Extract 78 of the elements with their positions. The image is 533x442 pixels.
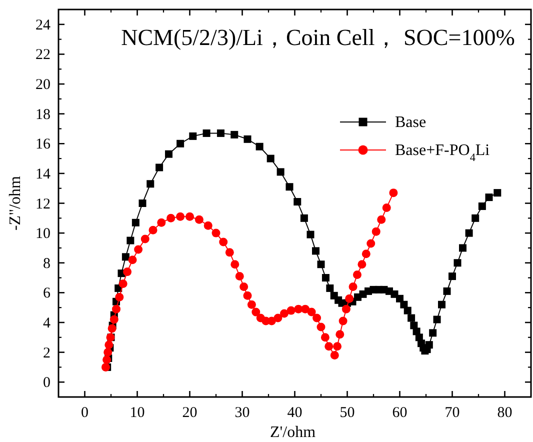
y-tick-label: 22 [36,47,50,64]
point [240,282,248,291]
point [274,314,282,322]
point [247,300,256,309]
point [336,330,344,339]
point [104,348,112,357]
point [252,308,260,316]
point [338,316,348,326]
y-tick-label: 18 [36,106,50,123]
point [362,250,370,258]
point [134,245,143,254]
point [123,268,132,276]
legend-label: Base+F-PO$_{4}$Li [395,142,490,164]
x-tick-label: 40 [287,405,302,421]
point [324,342,334,351]
y-tick-label: 20 [36,77,50,94]
x-axis-title: Z'/ohm [270,424,316,441]
y-tick-label: 16 [36,136,51,153]
point [157,218,166,227]
point [118,279,128,288]
point [110,315,118,324]
y-tick-label: 14 [36,166,51,182]
point [128,256,137,264]
y-axis-title: -Z"/ohm [7,175,24,231]
x-tick-label: 30 [234,405,250,421]
y-tick-label: 0 [43,375,50,392]
x-tick-label: 70 [444,405,460,421]
point [280,309,288,318]
point [176,212,185,221]
point [235,272,244,281]
point [225,248,234,257]
point [342,304,350,314]
point [372,227,380,236]
x-tick-label: 10 [130,405,145,421]
point [348,282,358,291]
y-tick-label: 10 [36,226,50,242]
x-tick-label: 60 [392,405,408,421]
point [345,294,354,303]
point [243,291,252,300]
point [108,324,116,333]
point [320,333,330,342]
text: NCM(5/2/3)/Li，Coin Cell， SOC=100% [121,25,515,50]
point [316,322,326,332]
point [148,226,158,234]
point [389,188,398,198]
x-tick-label: 0 [81,405,88,421]
y-tick-label: 12 [36,196,50,212]
legend-label: Base [395,114,426,131]
y-tick-label: 24 [36,17,51,34]
point [286,306,296,315]
y-tick-label: 6 [43,286,51,302]
point [166,214,176,222]
point [204,221,212,230]
y-tick-label: 2 [43,345,50,362]
point [358,260,366,269]
point [330,351,339,360]
point [366,239,376,248]
point [186,212,194,221]
x-tick-label: 50 [340,405,355,421]
point [212,228,220,238]
point [115,292,124,302]
point [219,238,228,246]
point [377,215,386,224]
point [352,270,362,280]
x-tick-label: 80 [497,405,512,421]
point [112,304,120,314]
point [382,203,391,212]
point [230,260,240,269]
point [312,314,322,322]
point [104,340,114,350]
point [333,342,342,351]
point [140,234,150,244]
x-tick-label: 20 [182,405,198,421]
point [301,304,310,314]
y-tick-label: 8 [43,256,50,272]
point [194,215,204,224]
point [307,308,316,316]
y-tick-label: 4 [43,315,51,332]
